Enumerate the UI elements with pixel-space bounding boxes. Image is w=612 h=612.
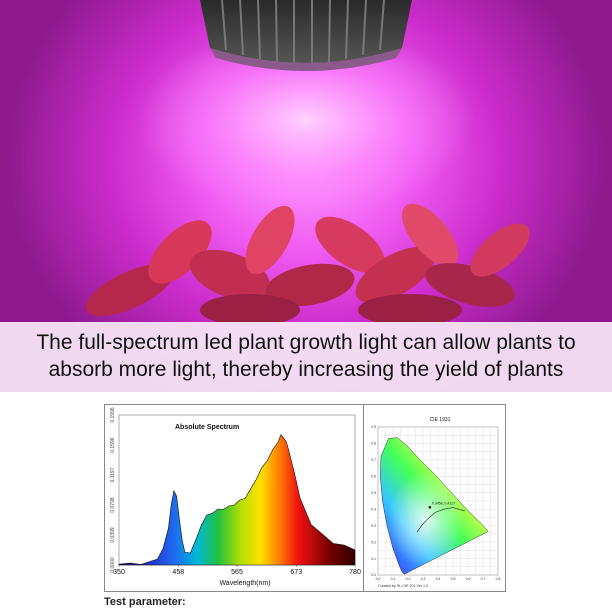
spectrum-x-tick-label: 458 [172,569,184,576]
cie-x-tick-label: 0.2 [406,577,411,581]
test-parameter-label: Test parameter: [104,596,186,608]
spectrum-x-label: Wavelength(nm) [219,580,270,587]
cie-chart: CIE 1931 0.3458, 0.4117 0.0 0.1 0.2 0.3 0.4 0… [363,405,501,591]
cie-y-tick-label: 0.2 [371,540,376,544]
cie-white-overlay [380,437,489,575]
cie-x-tick-label: 0.0 [376,577,381,581]
tagline-line-1: The full-spectrum led plant growth light… [36,331,576,354]
cie-y-tick-label: 0.7 [371,458,376,462]
cie-footer: Created by HL-CIE-201 Ver 1.0 [378,584,428,588]
product-hero-image: The full-spectrum led plant growth light… [0,0,612,392]
cie-y-tick-label: 0.8 [371,442,376,446]
cie-x-tick-label: 0.5 [451,577,456,581]
spectrum-y-tick-label: 0.1996 [110,407,116,423]
cie-x-tick-label: 0.6 [466,577,471,581]
spectrum-x-tick-label: 673 [290,569,302,576]
cie-x-tick-label: 0.7 [481,577,486,581]
spectrum-area [118,433,356,566]
cie-x-ticks: 0.0 0.1 0.2 0.3 0.4 0.5 0.6 0.7 0.8 [376,577,501,581]
cie-y-tick-label: 0.6 [371,475,376,479]
cie-y-tick-label: 0.5 [371,491,376,495]
cie-x-tick-label: 0.8 [496,577,501,581]
cie-y-tick-label: 0.4 [371,507,376,511]
cie-y-tick-label: 0.0 [371,573,376,577]
cie-y-tick-label: 0.1 [371,557,376,561]
cie-points: 0.3458, 0.4117 [428,501,455,509]
tagline-line-2: absorb more light, thereby increasing th… [48,358,564,381]
bulb-icon [200,0,412,71]
cie-y-ticks: 0.0 0.1 0.2 0.3 0.4 0.5 0.6 0.7 0.8 0.9 [371,425,376,577]
measurement-panel: Absolute Spectrum Wavelength(nm) 0.0000 0… [104,404,506,592]
spectrum-y-tick-label: 0.0798 [110,497,116,513]
spectrum-y-ticks: 0.0000 0.0399 0.0798 0.1197 0.1596 0.1996 [110,407,116,573]
cie-x-tick-label: 0.4 [436,577,441,581]
spectrum-y-tick-label: 0.1197 [110,467,116,482]
grow-lamp-scene [85,0,530,326]
spectrum-x-ticks: 350 458 565 673 780 [113,565,361,576]
cie-point-label: 0.3458, 0.4117 [432,501,455,505]
spectrum-y-tick-label: 0.1596 [110,437,116,453]
planckian-locus [416,507,466,533]
cie-y-tick-label: 0.3 [371,524,376,528]
tagline-banner: The full-spectrum led plant growth light… [0,322,612,392]
spectrum-title: Absolute Spectrum [175,424,239,431]
cie-measured-point [428,505,432,509]
cie-y-tick-label: 0.9 [371,425,376,429]
spectrum-chart: Absolute Spectrum Wavelength(nm) 0.00000… [110,407,361,587]
spectrum-x-tick-label: 350 [113,569,125,576]
cie-title: CIE 1931 [430,417,451,423]
spectrum-y-tick-label: 0.0000 [110,557,116,573]
spectrum-y-tick-label: 0.0399 [110,527,116,543]
cie-x-tick-label: 0.3 [421,577,426,581]
spectrum-x-tick-label: 565 [231,569,243,576]
plant-leaves-icon [85,203,530,326]
spectrum-x-tick-label: 780 [349,569,361,576]
cie-x-tick-label: 0.1 [391,577,396,581]
